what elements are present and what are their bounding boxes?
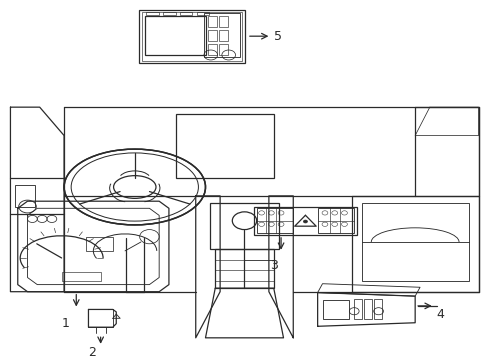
Bar xyxy=(256,208,292,233)
Bar xyxy=(145,16,206,55)
Bar xyxy=(146,12,158,15)
Text: 3: 3 xyxy=(269,258,277,271)
Bar xyxy=(61,272,101,281)
Bar xyxy=(139,10,244,63)
Bar xyxy=(361,203,468,281)
Bar xyxy=(322,300,348,319)
Bar xyxy=(142,12,241,61)
Bar xyxy=(318,208,353,233)
Bar xyxy=(210,203,278,249)
Bar xyxy=(215,249,273,288)
Bar xyxy=(208,16,217,27)
Bar xyxy=(197,12,209,15)
Bar xyxy=(219,30,227,41)
Bar xyxy=(15,185,35,207)
Bar xyxy=(163,12,175,15)
Text: 5: 5 xyxy=(273,30,281,43)
Bar xyxy=(254,207,356,235)
Bar xyxy=(363,299,371,319)
Bar xyxy=(373,299,381,319)
Bar xyxy=(219,44,227,55)
Bar xyxy=(208,44,217,55)
Text: 2: 2 xyxy=(88,346,96,359)
Bar xyxy=(219,16,227,27)
Text: 4: 4 xyxy=(436,308,444,321)
Bar xyxy=(180,12,192,15)
Bar xyxy=(208,30,217,41)
Circle shape xyxy=(303,220,307,223)
Bar xyxy=(353,299,361,319)
Text: 1: 1 xyxy=(61,317,69,330)
Bar xyxy=(86,237,113,251)
Bar xyxy=(176,114,273,178)
Bar xyxy=(204,13,240,58)
